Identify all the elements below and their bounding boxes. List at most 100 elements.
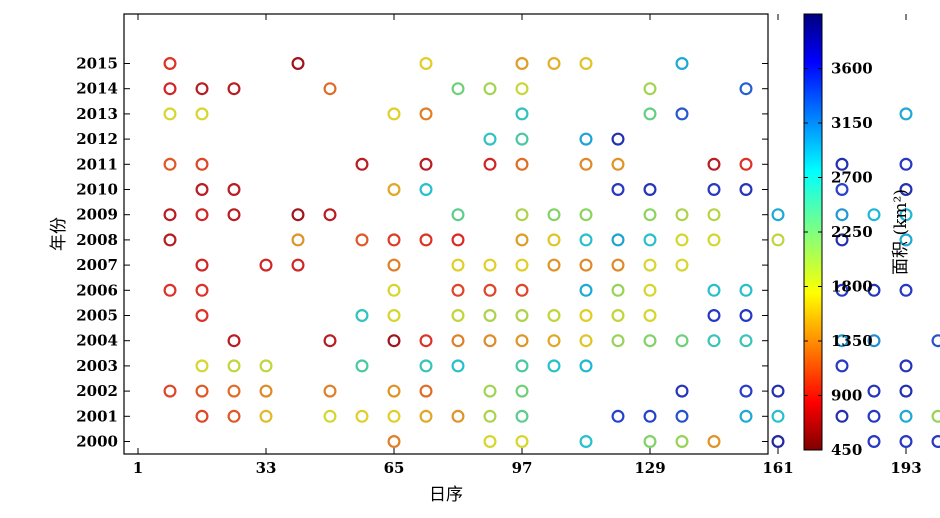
data-point <box>355 157 369 171</box>
data-point <box>195 208 209 222</box>
data-point <box>771 409 785 423</box>
data-point <box>483 409 497 423</box>
colorbar-tick-label: 2250 <box>831 223 873 241</box>
data-point <box>643 107 657 121</box>
data-point <box>611 157 625 171</box>
data-point <box>515 157 529 171</box>
colorbar-ticks: 450 900 1350 1800 2250 2700 3150 3600 <box>804 60 873 459</box>
data-point <box>675 435 689 449</box>
data-point <box>707 157 721 171</box>
data-point <box>227 409 241 423</box>
data-point <box>419 334 433 348</box>
x-tick-label: 33 <box>256 459 277 477</box>
colorbar-tick-label: 1350 <box>831 332 873 350</box>
data-point <box>867 409 881 423</box>
data-point <box>611 258 625 272</box>
data-point <box>675 409 689 423</box>
data-point <box>387 107 401 121</box>
data-point <box>451 233 465 247</box>
data-point <box>707 334 721 348</box>
y-tick-label: 2007 <box>76 256 118 274</box>
data-point <box>643 82 657 96</box>
data-point <box>387 183 401 197</box>
colorbar-tick-label: 2700 <box>831 169 873 187</box>
data-point <box>739 409 753 423</box>
y-tick-label: 2006 <box>76 281 118 299</box>
data-point <box>835 157 849 171</box>
data-point <box>387 258 401 272</box>
data-point <box>931 409 940 423</box>
data-point <box>835 359 849 373</box>
data-point <box>643 409 657 423</box>
colorbar-tick-label: 3600 <box>831 60 873 78</box>
data-point <box>611 283 625 297</box>
data-point <box>515 309 529 323</box>
data-point <box>515 384 529 398</box>
x-tick-label: 193 <box>890 459 921 477</box>
data-point <box>195 409 209 423</box>
data-point <box>547 359 561 373</box>
data-point <box>227 384 241 398</box>
y-tick-label: 2008 <box>76 231 118 249</box>
data-point <box>867 208 881 222</box>
data-point <box>515 208 529 222</box>
data-point <box>867 384 881 398</box>
data-point <box>579 258 593 272</box>
data-point <box>675 56 689 70</box>
data-point <box>835 409 849 423</box>
data-point <box>195 384 209 398</box>
data-point <box>355 409 369 423</box>
data-point <box>515 233 529 247</box>
data-point <box>355 233 369 247</box>
data-point <box>579 56 593 70</box>
data-point <box>611 183 625 197</box>
data-point <box>163 233 177 247</box>
data-point <box>643 309 657 323</box>
data-point <box>899 435 913 449</box>
data-point <box>259 384 273 398</box>
data-point <box>707 208 721 222</box>
data-point <box>771 233 785 247</box>
y-tick-label: 2000 <box>76 433 118 451</box>
data-point <box>547 258 561 272</box>
data-point <box>323 208 337 222</box>
x-tick-label: 65 <box>384 459 405 477</box>
data-point <box>643 435 657 449</box>
data-point <box>643 258 657 272</box>
data-point <box>163 384 177 398</box>
data-point <box>515 359 529 373</box>
y-tick-label: 2009 <box>76 206 118 224</box>
data-point <box>163 208 177 222</box>
data-point <box>515 283 529 297</box>
data-point <box>355 359 369 373</box>
data-point <box>739 334 753 348</box>
data-point <box>163 283 177 297</box>
data-point <box>451 359 465 373</box>
data-point <box>579 435 593 449</box>
data-point <box>899 208 913 222</box>
data-point <box>163 107 177 121</box>
data-point <box>739 82 753 96</box>
data-point <box>163 157 177 171</box>
data-point <box>899 409 913 423</box>
data-point <box>739 183 753 197</box>
x-tick-label: 1 <box>133 459 143 477</box>
data-point <box>515 409 529 423</box>
data-point <box>291 208 305 222</box>
data-point <box>867 435 881 449</box>
colorbar-tick-label: 900 <box>831 387 862 405</box>
data-point <box>451 82 465 96</box>
data-point <box>579 283 593 297</box>
data-point <box>419 56 433 70</box>
data-point <box>227 183 241 197</box>
data-point <box>515 56 529 70</box>
data-point <box>195 107 209 121</box>
data-point <box>227 334 241 348</box>
data-point <box>259 359 273 373</box>
data-point <box>291 258 305 272</box>
data-point <box>195 183 209 197</box>
data-point <box>451 334 465 348</box>
data-point <box>547 309 561 323</box>
y-tick-label: 2013 <box>76 105 118 123</box>
data-point <box>387 435 401 449</box>
